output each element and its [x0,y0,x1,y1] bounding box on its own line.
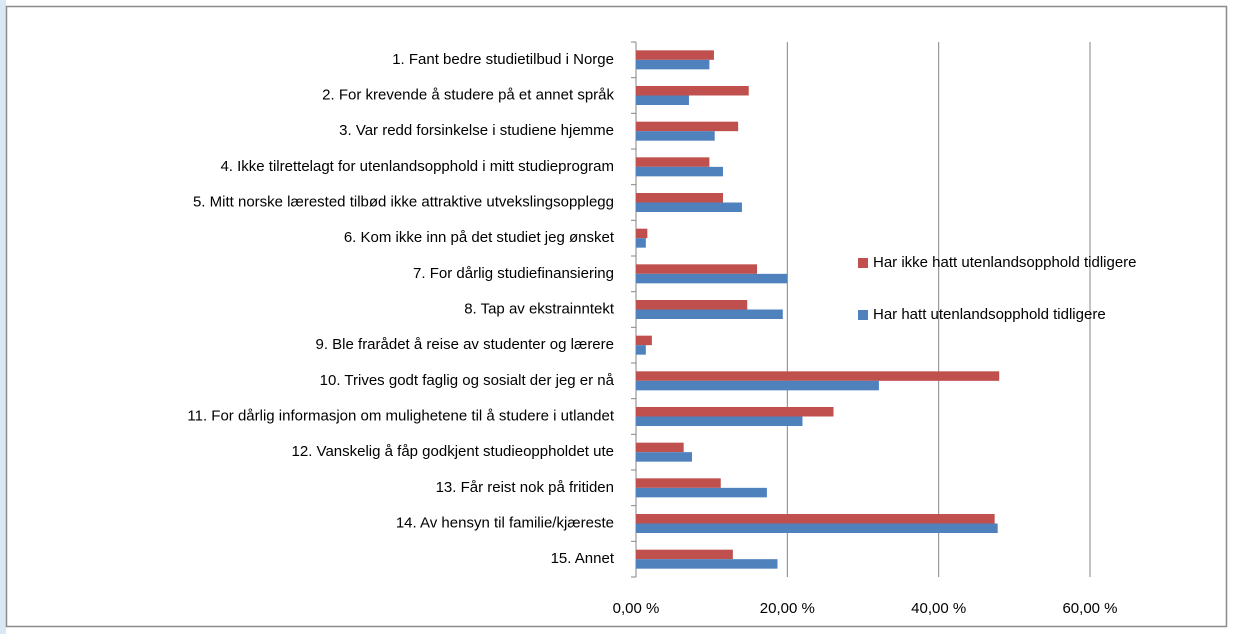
bar [636,380,879,391]
bar [636,452,692,462]
bar [636,157,710,167]
bar [636,371,1000,381]
bar [636,514,995,524]
bar [636,487,767,498]
x-tick-label: 60,00 % [1062,600,1117,617]
bar [636,228,648,239]
y-tick-label: 1. Fant bedre studietilbud i Norge [392,51,614,68]
y-tick-label: 8. Tap av ekstrainntekt [464,300,615,317]
y-tick-label: 13. Får reist nok på fritiden [436,479,614,496]
bar [636,549,733,560]
y-tick-label: 14. Av hensyn til familie/kjæreste [396,514,614,531]
bar [636,300,748,310]
x-tick-label: 0,00 % [613,600,660,617]
y-tick-label: 3. Var redd forsinkelse i studiene hjemm… [339,122,614,139]
bar [636,59,710,70]
y-tick-label: 7. For dårlig studiefinansiering [413,265,614,282]
bar [636,264,758,274]
y-tick-label: 12. Vanskelig å fåp godkjent studieoppho… [292,443,614,460]
y-tick-label: 5. Mitt norske lærested tilbød ikke attr… [193,193,614,210]
bar [636,273,788,284]
legend-label: Har hatt utenlandsopphold tidligere [873,306,1106,323]
legend-label: Har ikke hatt utenlandsopphold tidligere [873,254,1137,271]
bar [636,238,646,248]
bar [636,407,834,417]
y-tick-label: 9. Ble frarådet å reise av studenter og … [316,336,615,353]
chart-border [5,5,1228,628]
bar [636,121,739,132]
bar [636,309,783,319]
bar [636,478,721,488]
x-tick-label: 20,00 % [760,600,815,617]
bar [636,131,715,141]
side-strip [0,0,6,634]
x-tick-label: 40,00 % [911,600,966,617]
bar [636,202,742,212]
y-tick-label: 10. Trives godt faglig og sosialt der je… [320,372,615,389]
bar [636,416,803,426]
y-tick-label: 2. For krevende å studere på et annet sp… [322,86,614,103]
y-tick-label: 15. Annet [551,550,615,567]
y-tick-label: 4. Ikke tilrettelagt for utenlandsopphol… [220,158,614,175]
y-tick-label: 11. For dårlig informasjon om muligheten… [187,407,614,424]
legend-swatch [858,258,868,268]
bar [636,86,749,96]
bar [636,559,778,569]
bar [636,50,714,60]
bar [636,335,652,346]
bar [636,345,646,355]
y-tick-label: 6. Kom ikke inn på det studiet jeg ønske… [344,229,615,246]
bar [636,193,724,203]
bar [636,523,998,533]
bar [636,166,724,177]
legend-swatch [858,310,868,320]
bar [636,95,689,105]
bar [636,442,684,453]
